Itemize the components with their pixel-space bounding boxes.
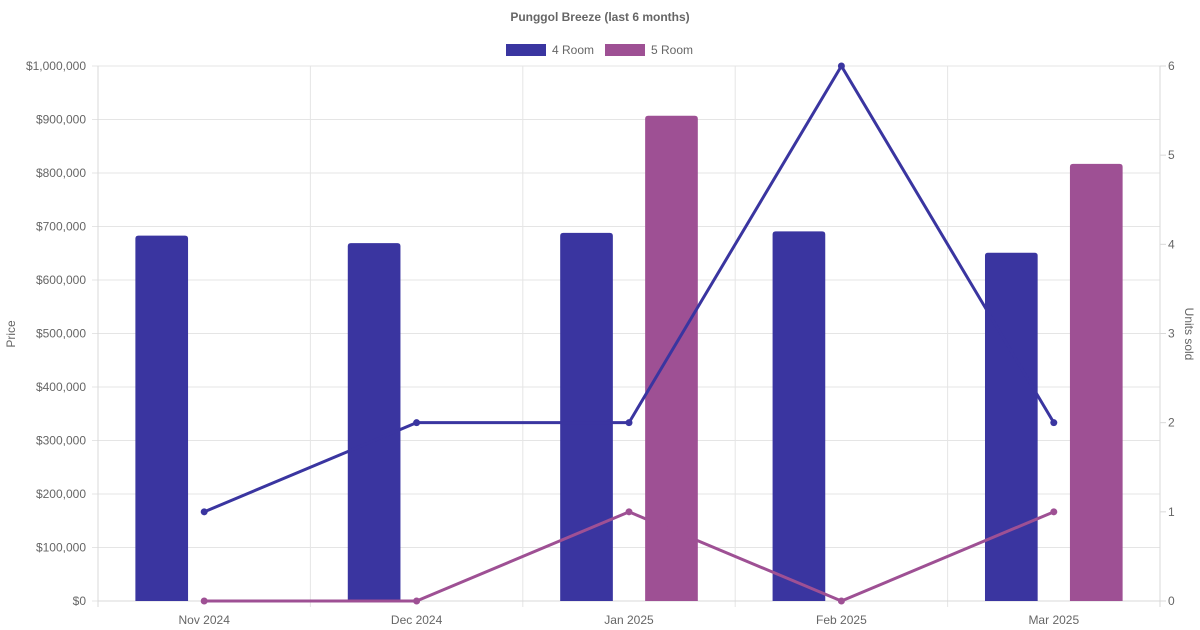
units-sold-point-2-mar-2025[interactable] (1050, 508, 1058, 516)
y-tick-label-left: $800,000 (36, 166, 86, 180)
y-tick-label-left: $0 (73, 594, 87, 608)
legend-swatch-4-room (506, 44, 546, 56)
y-tick-label-left: $500,000 (36, 327, 86, 341)
x-tick-label: Dec 2024 (391, 613, 443, 627)
units-sold-point-2-jan-2025[interactable] (625, 508, 633, 516)
y-tick-label-left: $200,000 (36, 487, 86, 501)
y-axis-title-right: Units sold (1182, 308, 1196, 361)
units-sold-point-1-jan-2025[interactable] (625, 419, 633, 427)
y-axis-title-left: Price (4, 320, 18, 348)
y-tick-label-right: 6 (1168, 59, 1175, 73)
left-axis-ticks: $0 $100,000 $200,000 $300,000 $400,000 $500,0… (26, 59, 86, 608)
y-tick-label-right: 0 (1168, 594, 1175, 608)
y-tick-label-right: 3 (1168, 327, 1175, 341)
bar-5-room-jan-2025[interactable] (645, 115, 698, 601)
y-tick-label-left: $1,000,000 (26, 59, 86, 73)
legend-item-5-room[interactable]: 5 Room (605, 43, 693, 57)
units-sold-point-1-feb-2025[interactable] (837, 62, 845, 70)
legend-label-4-room: 4 Room (552, 43, 594, 57)
x-tick-label: Jan 2025 (604, 613, 654, 627)
bar-4-room-feb-2025[interactable] (772, 231, 826, 601)
y-tick-label-left: $100,000 (36, 541, 86, 555)
chart-title: Punggol Breeze (last 6 months) (510, 10, 689, 24)
units-sold-line-2 (204, 510, 1055, 603)
x-tick-label: Mar 2025 (1028, 613, 1079, 627)
right-axis-ticks: 0 1 2 3 4 5 6 (1160, 59, 1175, 608)
y-tick-label-left: $400,000 (36, 380, 86, 394)
legend-swatch-5-room (605, 44, 645, 56)
units-sold-line-1 (203, 64, 1056, 514)
x-axis-ticks: Nov 2024 Dec 2024 Jan 2025 Feb 2025 Mar 2025 (179, 613, 1080, 627)
bar-4-room-dec-2024[interactable] (347, 243, 401, 601)
y-tick-label-left: $600,000 (36, 273, 86, 287)
y-tick-label-left: $300,000 (36, 434, 86, 448)
units-sold-point-2-nov-2024[interactable] (200, 597, 208, 605)
units-sold-point-1-nov-2024[interactable] (200, 508, 208, 516)
bar-5-room-mar-2025[interactable] (1069, 163, 1123, 601)
line-series (200, 62, 1058, 605)
y-tick-label-left: $700,000 (36, 220, 86, 234)
bar-series (135, 115, 1123, 602)
y-tick-label-left: $900,000 (36, 113, 86, 127)
units-sold-point-2-feb-2025[interactable] (837, 597, 845, 605)
y-tick-label-right: 4 (1168, 237, 1175, 251)
bar-4-room-jan-2025[interactable] (560, 232, 613, 602)
units-sold-point-1-dec-2024[interactable] (413, 419, 421, 427)
y-tick-label-right: 1 (1168, 505, 1175, 519)
legend-item-4-room[interactable]: 4 Room (506, 43, 594, 57)
y-tick-label-right: 5 (1168, 148, 1175, 162)
y-tick-label-right: 2 (1168, 416, 1175, 430)
gridlines (92, 65, 1161, 607)
bar-4-room-nov-2024[interactable] (135, 235, 189, 601)
x-tick-label: Nov 2024 (179, 613, 231, 627)
units-sold-point-1-mar-2025[interactable] (1050, 419, 1058, 427)
legend: 4 Room 5 Room (506, 43, 693, 57)
x-tick-label: Feb 2025 (816, 613, 867, 627)
units-sold-point-2-dec-2024[interactable] (413, 597, 421, 605)
bar-4-room-mar-2025[interactable] (984, 252, 1038, 601)
legend-label-5-room: 5 Room (651, 43, 693, 57)
